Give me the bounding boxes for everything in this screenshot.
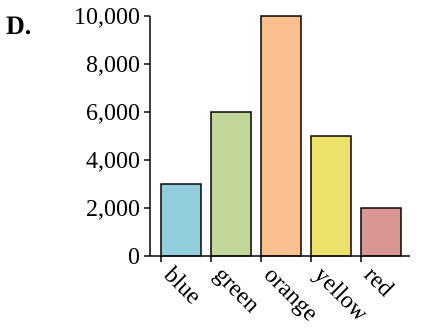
bar-green	[210, 111, 252, 257]
y-tick-label: 8,000	[86, 52, 140, 78]
bar-red	[360, 207, 402, 257]
bars	[160, 15, 402, 257]
y-tick-label: 2,000	[86, 196, 140, 222]
x-category-label: green	[209, 262, 265, 318]
bar-orange	[260, 15, 302, 257]
y-tick-label: 10,000	[74, 4, 140, 30]
x-category-label: yellow	[309, 262, 374, 327]
x-category-label: blue	[159, 262, 207, 310]
panel-label: D.	[6, 11, 31, 40]
x-category-label: red	[359, 262, 399, 302]
y-tick-label: 4,000	[86, 148, 140, 174]
y-axis: 0 2,000 4,000 6,000 8,000 10,000	[74, 4, 151, 270]
x-category-label: orange	[259, 262, 324, 327]
y-tick-label: 0	[128, 244, 140, 270]
bar-blue	[160, 183, 202, 257]
y-tick-label: 6,000	[86, 100, 140, 126]
bar-yellow	[310, 135, 352, 257]
